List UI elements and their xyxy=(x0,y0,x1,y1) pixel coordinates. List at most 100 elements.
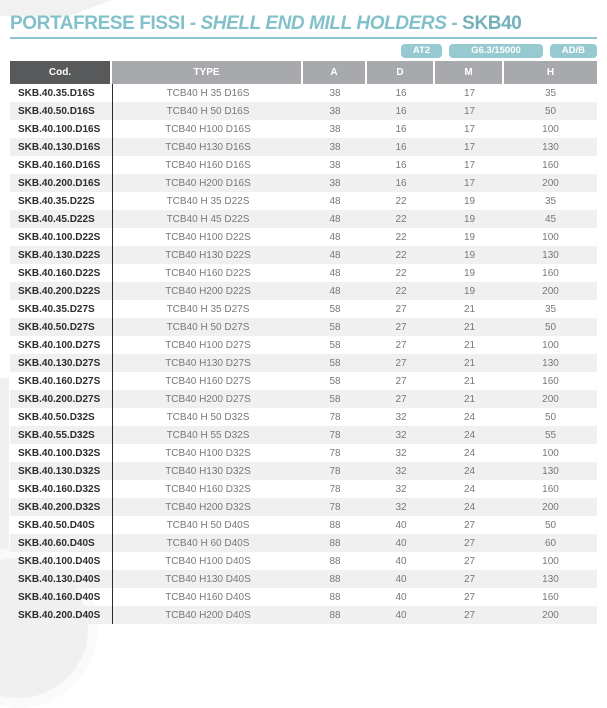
cell-m: 21 xyxy=(463,321,476,333)
cell-cod: SKB.40.200.D22S xyxy=(18,285,101,297)
cell-m: 19 xyxy=(463,213,476,225)
cell-type: TCB40 H 50 D32S xyxy=(112,408,303,426)
column-header-m: M xyxy=(435,61,504,84)
table-row: SKB.40.100.D40S TCB40 H100 D40S 88 40 27… xyxy=(10,552,597,570)
cell-m: 24 xyxy=(463,411,476,423)
cell-cod: SKB.40.160.D22S xyxy=(18,267,101,279)
cell-a: 78 xyxy=(329,465,341,477)
cell-cod: SKB.40.160.D32S xyxy=(18,483,101,495)
cell-cod: SKB.40.200.D32S xyxy=(18,501,101,513)
cell-a: 88 xyxy=(329,609,341,621)
cell-type: TCB40 H 60 D40S xyxy=(112,534,303,552)
table-row: SKB.40.35.D22S TCB40 H 35 D22S 48 22 19 … xyxy=(10,192,597,210)
cell-d: 32 xyxy=(395,465,407,477)
table-row: SKB.40.130.D16S TCB40 H130 D16S 38 16 17… xyxy=(10,138,597,156)
cell-d: 32 xyxy=(395,501,407,513)
cell-cod: SKB.40.130.D40S xyxy=(18,573,101,585)
table-row: SKB.40.50.D27S TCB40 H 50 D27S 58 27 21 … xyxy=(10,318,597,336)
cell-h: 160 xyxy=(542,591,559,603)
cell-h: 50 xyxy=(544,519,557,531)
cell-h: 160 xyxy=(542,267,559,279)
cell-cod: SKB.40.100.D27S xyxy=(18,339,101,351)
cell-type: TCB40 H 50 D16S xyxy=(112,102,303,120)
cell-m: 21 xyxy=(463,375,476,387)
table-row: SKB.40.130.D32S TCB40 H130 D32S 78 32 24… xyxy=(10,462,597,480)
cell-cod: SKB.40.50.D40S xyxy=(18,519,95,531)
cell-h: 130 xyxy=(542,141,559,153)
table-row: SKB.40.55.D32S TCB40 H 55 D32S 78 32 24 … xyxy=(10,426,597,444)
cell-m: 21 xyxy=(463,357,476,369)
table-row: SKB.40.200.D40S TCB40 H200 D40S 88 40 27… xyxy=(10,606,597,624)
cell-cod: SKB.40.35.D22S xyxy=(18,195,95,207)
cell-cod: SKB.40.50.D27S xyxy=(18,321,95,333)
cell-d: 27 xyxy=(395,339,407,351)
cell-m: 19 xyxy=(463,249,476,261)
spec-badges: AT2 G6.3/15000 AD/B xyxy=(10,44,597,58)
cell-cod: SKB.40.200.D27S xyxy=(18,393,101,405)
cell-m: 19 xyxy=(463,231,476,243)
table-row: SKB.40.160.D16S TCB40 H160 D16S 38 16 17… xyxy=(10,156,597,174)
cell-cod: SKB.40.130.D22S xyxy=(18,249,101,261)
catalog-page: PORTAFRESE FISSI - SHELL END MILL HOLDER… xyxy=(10,13,597,624)
cell-a: 88 xyxy=(329,537,341,549)
cell-d: 27 xyxy=(395,357,407,369)
table-row: SKB.40.60.D40S TCB40 H 60 D40S 88 40 27 … xyxy=(10,534,597,552)
cell-h: 160 xyxy=(542,159,559,171)
cell-type: TCB40 H 35 D16S xyxy=(112,84,303,102)
title-underline xyxy=(10,37,597,39)
cell-d: 16 xyxy=(395,87,407,99)
cell-d: 16 xyxy=(395,177,407,189)
cell-h: 50 xyxy=(544,321,557,333)
cell-type: TCB40 H 50 D40S xyxy=(112,516,303,534)
cell-type: TCB40 H160 D32S xyxy=(112,480,303,498)
cell-h: 160 xyxy=(542,375,559,387)
table-row: SKB.40.100.D16S TCB40 H100 D16S 38 16 17… xyxy=(10,120,597,138)
cell-a: 88 xyxy=(329,573,341,585)
cell-type: TCB40 H 55 D32S xyxy=(112,426,303,444)
cell-a: 38 xyxy=(329,159,341,171)
cell-h: 55 xyxy=(544,429,557,441)
cell-m: 27 xyxy=(463,519,476,531)
cell-h: 45 xyxy=(544,213,557,225)
cell-a: 48 xyxy=(329,285,341,297)
cell-m: 21 xyxy=(463,339,476,351)
table-row: SKB.40.160.D27S TCB40 H160 D27S 58 27 21… xyxy=(10,372,597,390)
cell-h: 100 xyxy=(542,231,559,243)
cell-d: 22 xyxy=(395,285,407,297)
cell-d: 32 xyxy=(395,429,407,441)
column-header-type: TYPE xyxy=(112,61,303,84)
cell-type: TCB40 H 35 D27S xyxy=(112,300,303,318)
cell-m: 24 xyxy=(463,429,476,441)
cell-h: 160 xyxy=(542,483,559,495)
cell-m: 27 xyxy=(463,573,476,585)
table-row: SKB.40.45.D22S TCB40 H 45 D22S 48 22 19 … xyxy=(10,210,597,228)
cell-d: 40 xyxy=(395,519,407,531)
cell-type: TCB40 H200 D40S xyxy=(112,606,303,624)
cell-a: 58 xyxy=(329,339,341,351)
cell-a: 58 xyxy=(329,321,341,333)
table-row: SKB.40.35.D27S TCB40 H 35 D27S 58 27 21 … xyxy=(10,300,597,318)
cell-type: TCB40 H160 D16S xyxy=(112,156,303,174)
cell-h: 130 xyxy=(542,249,559,261)
cell-a: 38 xyxy=(329,123,341,135)
cell-a: 48 xyxy=(329,249,341,261)
title-separator: - xyxy=(446,13,463,34)
cell-h: 50 xyxy=(544,411,557,423)
cell-m: 27 xyxy=(463,555,476,567)
table-row: SKB.40.160.D22S TCB40 H160 D22S 48 22 19… xyxy=(10,264,597,282)
cell-d: 16 xyxy=(395,159,407,171)
cell-cod: SKB.40.45.D22S xyxy=(18,213,95,225)
cell-type: TCB40 H100 D40S xyxy=(112,552,303,570)
cell-cod: SKB.40.130.D27S xyxy=(18,357,101,369)
badge-at2: AT2 xyxy=(400,44,443,58)
cell-type: TCB40 H130 D16S xyxy=(112,138,303,156)
cell-type: TCB40 H130 D27S xyxy=(112,354,303,372)
cell-a: 78 xyxy=(329,501,341,513)
table-row: SKB.40.200.D32S TCB40 H200 D32S 78 32 24… xyxy=(10,498,597,516)
cell-d: 22 xyxy=(395,267,407,279)
cell-cod: SKB.40.50.D16S xyxy=(18,105,95,117)
title-model: SKB40 xyxy=(462,13,522,34)
table-row: SKB.40.100.D22S TCB40 H100 D22S 48 22 19… xyxy=(10,228,597,246)
cell-h: 60 xyxy=(544,537,557,549)
cell-h: 100 xyxy=(542,447,559,459)
